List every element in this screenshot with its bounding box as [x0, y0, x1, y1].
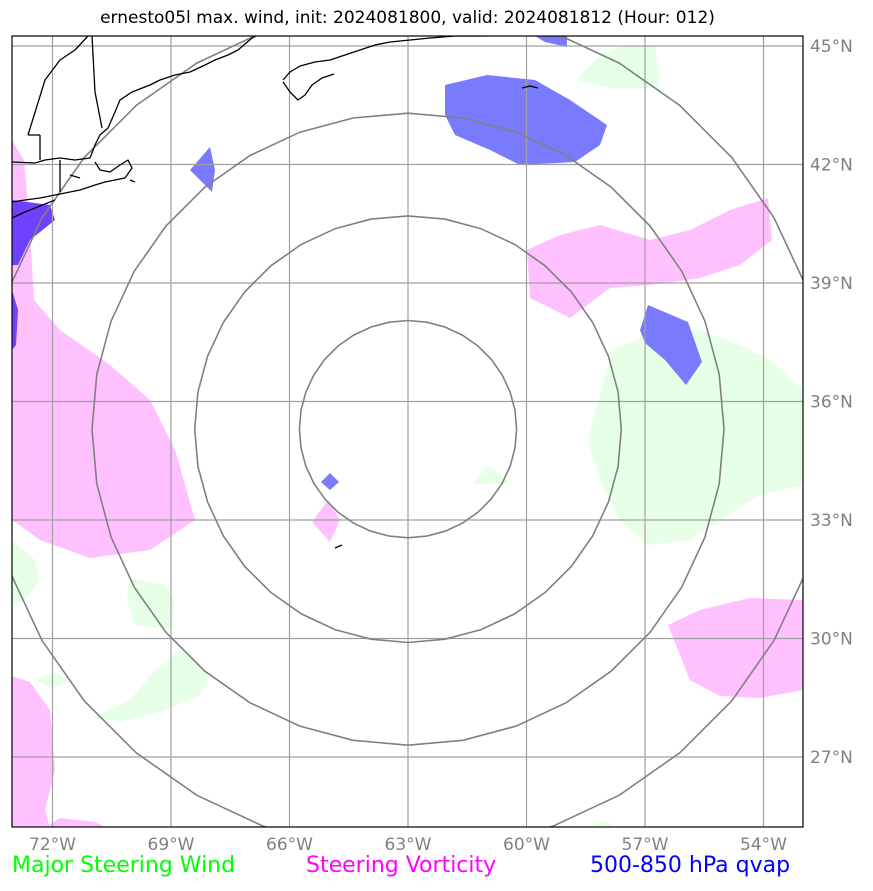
- range-rings: [12, 36, 803, 827]
- lat-tick-label: 39°N: [810, 274, 853, 294]
- lat-tick-label: 45°N: [810, 37, 853, 57]
- legend-steering-wind: Major Steering Wind: [12, 853, 236, 878]
- lat-tick-labels: 45°N 42°N 39°N 36°N 33°N 30°N 27°N: [810, 37, 853, 768]
- lon-tick-label: 57°W: [622, 835, 669, 855]
- range-ring-3: [91, 112, 725, 747]
- coastline-new-england: [12, 36, 257, 164]
- qvap-region-west-edge: [12, 200, 55, 265]
- wind-region-west: [12, 540, 40, 605]
- wind-region-bottom-right: [590, 820, 615, 827]
- lat-tick-label: 33°N: [810, 511, 853, 531]
- gridlines: [12, 36, 803, 827]
- lon-tick-label: 69°W: [148, 835, 195, 855]
- coastline-nova-scotia: [282, 36, 487, 81]
- lat-tick-label: 27°N: [810, 748, 853, 768]
- legend-qvap: 500-850 hPa qvap: [590, 853, 791, 878]
- map-title: ernesto05l max. wind, init: 2024081800, …: [100, 8, 715, 28]
- range-ring-4: [12, 36, 803, 827]
- lat-tick-label: 36°N: [810, 393, 853, 413]
- wind-region-southwest: [92, 650, 210, 722]
- range-ring-1: [298, 319, 518, 539]
- qvap-region-center: [321, 473, 339, 490]
- lat-tick-label: 30°N: [810, 630, 853, 650]
- legend-steering-vorticity: Steering Vorticity: [306, 853, 497, 878]
- steering-vorticity-layer: [12, 140, 803, 827]
- wind-region-north: [577, 45, 660, 88]
- steering-wind-layer: [12, 45, 803, 827]
- vorticity-region-southwest: [12, 676, 55, 827]
- vorticity-region-northeast: [527, 198, 772, 318]
- qvap-region-west-edge-lower: [12, 290, 18, 350]
- coastline-cape-cod: [12, 159, 133, 203]
- lon-tick-label: 66°W: [266, 835, 313, 855]
- lon-tick-labels: 72°W 69°W 66°W 63°W 60°W 57°W 54°W: [29, 835, 787, 855]
- coastline-islands: [69, 85, 539, 549]
- coastline-nova-scotia-south: [282, 73, 335, 101]
- coastlines: [12, 36, 539, 549]
- qvap-region-northwest: [190, 147, 215, 192]
- qvap-region-top: [535, 36, 567, 47]
- vorticity-region-west: [12, 140, 195, 558]
- vorticity-region-southeast: [668, 598, 803, 698]
- plot-frame: [11, 35, 804, 828]
- lon-tick-label: 54°W: [740, 835, 787, 855]
- wind-region-west-small: [127, 578, 175, 630]
- lon-tick-label: 63°W: [385, 835, 432, 855]
- lat-tick-label: 42°N: [810, 156, 853, 176]
- qvap-region-east: [640, 305, 702, 385]
- coastline-long-island: [12, 199, 56, 219]
- wind-region-center: [472, 465, 510, 484]
- qvap-layer: [12, 36, 702, 490]
- lon-tick-label: 60°W: [503, 835, 550, 855]
- lon-tick-label: 72°W: [29, 835, 76, 855]
- wind-region-east: [588, 330, 803, 545]
- vorticity-region-center: [312, 500, 340, 542]
- vorticity-region-bottom: [45, 818, 105, 827]
- border-states: [27, 36, 103, 192]
- range-ring-2: [193, 215, 623, 644]
